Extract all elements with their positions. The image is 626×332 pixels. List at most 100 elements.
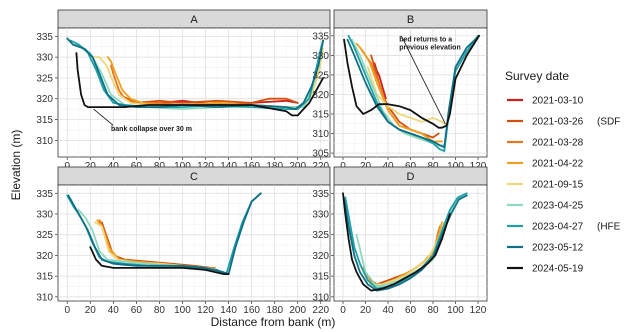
y-tick-label: 315: [36, 115, 53, 126]
x-tick-label: 80: [154, 305, 166, 316]
x-tick-label: 80: [427, 305, 439, 316]
x-tick-label: 100: [174, 305, 191, 316]
panel-title: C: [190, 171, 198, 183]
y-tick-label: 315: [312, 110, 329, 121]
x-tick-label: 180: [266, 161, 283, 172]
x-tick-label: 60: [405, 305, 417, 316]
x-tick-label: 160: [243, 305, 260, 316]
x-tick-label: 80: [427, 161, 439, 172]
y-tick-label: 310: [36, 136, 53, 147]
x-tick-label: 40: [382, 305, 394, 316]
legend-suffix: (SDF: [597, 117, 620, 128]
x-tick-label: 220: [312, 161, 329, 172]
panel-series: [66, 37, 325, 117]
x-tick-label: 60: [131, 305, 143, 316]
y-tick-label: 315: [312, 272, 329, 283]
y-tick-label: 310: [312, 292, 329, 303]
y-tick-label: 335: [36, 32, 53, 43]
y-tick-label: 315: [36, 272, 53, 283]
panel-title: A: [190, 14, 198, 26]
x-tick-label: 0: [64, 161, 70, 172]
y-tick-label: 325: [36, 230, 53, 241]
x-tick-label: 0: [64, 305, 70, 316]
x-tick-label: 140: [220, 161, 237, 172]
legend-suffix: (HFE: [597, 222, 621, 233]
x-tick-label: 20: [360, 161, 372, 172]
x-tick-label: 220: [312, 305, 329, 316]
panel-c: C 310 315 320 325 330 335 0 20 40 60 80 100 120 140 160…: [36, 166, 331, 316]
series-line-2023-05-12: [67, 192, 262, 276]
panel-series: [342, 192, 468, 292]
y-tick-label: 335: [36, 189, 53, 200]
panel-grid: [334, 28, 487, 157]
legend-label: 2023-04-27: [532, 222, 584, 233]
legend: Survey date 2021-03-10 2021-03-26 (SDF 2021-…: [505, 69, 621, 275]
y-axis-title: Elevation (m): [9, 130, 23, 201]
x-tick-label: 0: [340, 305, 346, 316]
legend-label: 2023-05-12: [532, 243, 584, 254]
series-line-2024-05-19: [342, 192, 451, 292]
y-tick-label: 330: [36, 53, 53, 64]
y-tick-label: 310: [36, 292, 53, 303]
x-tick-label: 60: [131, 161, 143, 172]
y-tick-label: 320: [36, 251, 53, 262]
panel-grid: [58, 185, 330, 301]
legend-label: 2021-03-28: [532, 138, 584, 149]
x-tick-label: 40: [108, 305, 120, 316]
y-tick-label: 330: [36, 210, 53, 221]
annotation-arrow: [400, 35, 446, 124]
x-tick-label: 20: [85, 161, 97, 172]
y-tick-label: 325: [312, 230, 329, 241]
x-tick-label: 140: [220, 305, 237, 316]
x-tick-label: 180: [266, 305, 283, 316]
x-tick-label: 200: [289, 161, 306, 172]
series-line-2024-05-19: [343, 34, 481, 129]
series-line-2024-05-19: [89, 246, 230, 276]
legend-label: 2021-09-15: [532, 180, 584, 191]
x-tick-label: 120: [470, 305, 487, 316]
annotation-line: previous elevation: [399, 45, 460, 52]
series-line-2021-03-10: [373, 62, 387, 100]
series-line-2023-05-12: [66, 37, 325, 110]
panel-b: B 305 310 315 320 325 330 335 0 20 40 60 80 100 120 bed…: [312, 9, 488, 172]
x-tick-label: 80: [154, 161, 166, 172]
x-tick-label: 100: [174, 161, 191, 172]
panel-series: [343, 34, 481, 153]
x-tick-label: 120: [470, 161, 487, 172]
x-tick-label: 160: [243, 161, 260, 172]
y-tick-label: 310: [312, 129, 329, 140]
x-tick-label: 120: [197, 305, 214, 316]
annotation-arrow: [93, 108, 114, 126]
legend-title: Survey date: [505, 69, 569, 83]
series-line-2021-04-22: [355, 42, 443, 143]
series-line-2021-09-15: [366, 66, 451, 127]
x-tick-label: 20: [85, 305, 97, 316]
legend-label: 2021-03-26: [532, 117, 584, 128]
legend-label: 2021-04-22: [532, 159, 584, 170]
annotation-text: bank collapse over 30 m: [111, 126, 192, 133]
annotation-line: bed returns to a: [399, 37, 452, 44]
panel-a: A 310 315 320 325 330 335 0 20 40 60 80 100 120 140 160…: [36, 9, 331, 172]
legend-label: 2024-05-19: [532, 264, 584, 275]
y-tick-label: 335: [312, 31, 329, 42]
series-line-2023-04-27: [344, 192, 468, 290]
series-line-2023-04-27: [69, 39, 325, 110]
y-tick-label: 330: [312, 51, 329, 62]
series-line-2024-05-19: [75, 52, 325, 117]
panel-title: B: [407, 14, 414, 26]
x-tick-label: 60: [405, 161, 417, 172]
y-tick-label: 325: [36, 73, 53, 84]
x-tick-label: 120: [197, 161, 214, 172]
legend-label: 2023-04-25: [532, 201, 584, 212]
y-tick-label: 320: [312, 251, 329, 262]
x-tick-label: 200: [289, 305, 306, 316]
annotation-text: bed returns to a previous elevation: [399, 37, 460, 52]
y-tick-label: 325: [312, 70, 329, 81]
y-tick-label: 305: [312, 149, 329, 160]
legend-label: 2021-03-10: [532, 96, 584, 107]
x-tick-label: 20: [360, 305, 372, 316]
panel-d: D 310 315 320 325 330 335 0 20 40 60 80 100 120: [312, 166, 488, 316]
y-tick-label: 335: [312, 189, 329, 200]
x-tick-label: 40: [108, 161, 120, 172]
